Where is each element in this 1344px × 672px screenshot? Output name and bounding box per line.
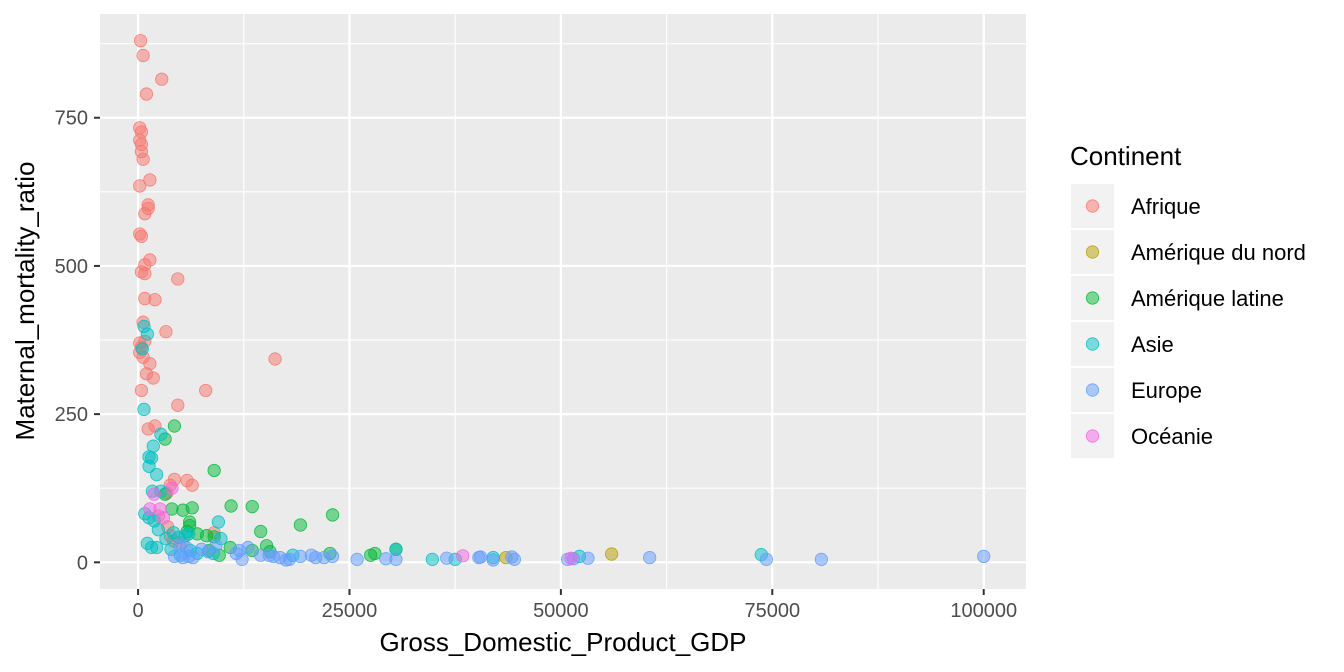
legend-label: Afrique — [1131, 194, 1201, 219]
data-point — [605, 547, 619, 561]
grid-minor — [100, 14, 1026, 589]
data-point — [224, 499, 238, 513]
data-point — [325, 508, 340, 522]
legend-title: Continent — [1070, 141, 1182, 171]
legend-marker — [1085, 291, 1100, 305]
data-point — [136, 152, 150, 166]
data-point — [364, 548, 378, 562]
y-tick-label: 250 — [55, 404, 88, 426]
data-point — [176, 503, 190, 517]
data-point — [141, 422, 155, 436]
y-tick-label: 0 — [77, 552, 88, 574]
plot-panel — [100, 14, 1026, 589]
data-point — [507, 552, 521, 566]
legend-label: Amérique latine — [1131, 286, 1284, 311]
data-point — [133, 34, 148, 48]
legend-label: Amérique du nord — [1131, 240, 1306, 265]
x-tick-label: 75000 — [744, 600, 800, 622]
data-points — [133, 34, 991, 567]
data-point — [134, 383, 149, 398]
data-point — [143, 173, 157, 187]
data-point — [194, 542, 209, 556]
data-point — [155, 72, 169, 86]
data-point — [142, 459, 156, 473]
data-point — [293, 549, 308, 563]
data-point — [199, 383, 213, 398]
data-point — [262, 548, 276, 562]
data-point — [133, 179, 147, 193]
data-point — [293, 518, 308, 532]
data-point — [379, 552, 393, 566]
legend-label: Océanie — [1131, 424, 1213, 449]
data-point — [147, 487, 161, 501]
data-point — [156, 511, 171, 525]
legend-marker — [1085, 245, 1100, 259]
data-point — [245, 500, 259, 514]
data-point — [137, 402, 151, 416]
data-point — [317, 550, 331, 565]
data-point — [350, 552, 364, 566]
legend-label: Asie — [1131, 332, 1174, 357]
data-point — [486, 553, 500, 567]
data-point — [232, 543, 247, 558]
data-point — [440, 551, 454, 565]
legend-marker — [1085, 383, 1100, 397]
data-point — [643, 550, 657, 565]
x-axis-ticks: 0 25000 50000 75000 100000 — [132, 589, 1017, 622]
x-axis-title: Gross_Domestic_Product_GDP — [379, 627, 746, 657]
data-point — [150, 540, 164, 555]
data-point — [171, 398, 185, 412]
data-point — [146, 371, 160, 385]
data-point — [140, 327, 154, 341]
x-tick-label: 0 — [132, 600, 143, 622]
data-point — [425, 552, 439, 566]
y-axis-title: Maternal_mortality_ratio — [10, 162, 40, 441]
legend-marker — [1085, 429, 1100, 443]
x-tick-label: 50000 — [533, 600, 589, 622]
legend-label: Europe — [1131, 378, 1202, 403]
data-point — [211, 515, 225, 529]
legend: Continent Afrique Amérique du nord Amériqu… — [1070, 141, 1306, 458]
data-point — [167, 419, 182, 433]
data-point — [268, 352, 282, 366]
data-point — [165, 481, 179, 495]
data-point — [138, 207, 152, 221]
data-point — [473, 550, 488, 564]
data-point — [150, 467, 164, 482]
y-tick-label: 500 — [55, 256, 88, 278]
data-point — [148, 293, 162, 307]
data-point — [304, 548, 319, 562]
data-point — [138, 267, 152, 281]
data-point — [564, 551, 578, 565]
data-point — [134, 229, 149, 243]
data-point — [182, 527, 196, 541]
data-point — [814, 552, 828, 566]
x-tick-label: 100000 — [950, 600, 1017, 622]
data-point — [207, 463, 221, 478]
data-point — [977, 549, 991, 563]
legend-marker — [1085, 337, 1100, 351]
data-point — [159, 325, 173, 339]
y-axis-ticks: 0 250 500 750 — [55, 108, 100, 574]
data-point — [456, 549, 470, 563]
data-point — [136, 48, 150, 63]
data-point — [171, 272, 185, 286]
legend-marker — [1085, 199, 1100, 213]
data-point — [254, 524, 268, 539]
data-point — [759, 552, 773, 566]
data-point — [154, 427, 168, 441]
data-point — [167, 549, 182, 563]
data-point — [159, 532, 173, 546]
x-tick-label: 25000 — [322, 600, 378, 622]
data-point — [139, 87, 154, 101]
data-point — [172, 539, 187, 553]
data-point — [151, 523, 165, 537]
data-point — [185, 478, 199, 492]
y-tick-label: 750 — [55, 108, 88, 130]
data-point — [135, 342, 149, 356]
data-point — [581, 551, 595, 565]
